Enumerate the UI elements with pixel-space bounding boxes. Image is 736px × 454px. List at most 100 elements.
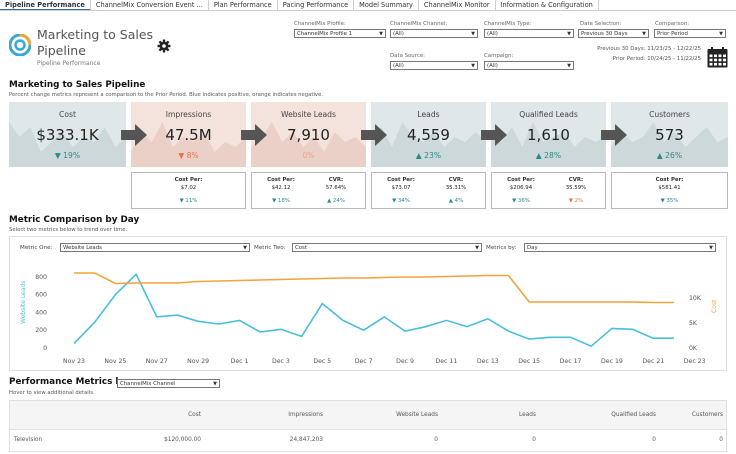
x-tick: Dec 1 [231, 358, 249, 365]
card-title: Customers [649, 110, 690, 119]
card-website-leads[interactable]: Website Leads 7,910 0% [251, 102, 366, 167]
date-label: Date Selection: [580, 21, 622, 27]
tab-6[interactable]: Information & Configuration [496, 0, 599, 10]
tab-0[interactable]: Pipeline Performance [0, 0, 91, 10]
tab-4[interactable]: Model Summary [354, 0, 419, 10]
performance-dimension-value: ChannelMix Channel [120, 381, 176, 387]
metric-two-label: Metric Two: [254, 245, 286, 251]
card-leads[interactable]: Leads 4,559 ▲ 23% [371, 102, 486, 167]
card-impressions[interactable]: Impressions 47.5M ▼ 8% [131, 102, 246, 167]
gear-icon[interactable] [157, 38, 171, 53]
card-cost[interactable]: Cost $333.1K ▼ 19% [9, 102, 126, 167]
pipeline-arrow-icon [241, 124, 267, 146]
card-title: Qualified Leads [519, 110, 578, 119]
table-header-cell: Cost [188, 412, 201, 418]
performance-dimension-select[interactable]: ChannelMix Channel ▼ [117, 379, 220, 388]
x-tick: Dec 23 [684, 358, 706, 365]
x-tick: Nov 27 [146, 358, 168, 365]
x-tick: Dec 21 [642, 358, 664, 365]
performance-note: Hover to view additional details. [9, 390, 95, 396]
pipeline-arrow-icon [121, 124, 147, 146]
cvr-label: CVR: [448, 177, 464, 183]
card-change: ▲ 28% [535, 151, 562, 160]
pipeline-arrow-icon [361, 124, 387, 146]
pipeline-arrow-icon [601, 124, 627, 146]
metric-one-select[interactable]: Website Leads ▼ [60, 243, 250, 252]
calendar-icon[interactable] [707, 47, 728, 68]
card-title: Leads [417, 110, 440, 119]
card-value: 7,910 [287, 126, 330, 144]
sparkline-area [491, 122, 606, 167]
campaign-select[interactable]: (All) ▼ [484, 61, 574, 70]
card-qualified-leads[interactable]: Qualified Leads 1,610 ▲ 28% [491, 102, 606, 167]
source-value: (All) [393, 63, 404, 69]
type-value: (All) [487, 31, 498, 37]
chevron-down-icon: ▼ [471, 31, 475, 37]
metric-box: Cost Per: $206.94 ▼ 36% CVR: 35.59% ▼ 2% [491, 172, 606, 209]
metric-one-label: Metric One: [20, 245, 53, 251]
comparison-title: Metric Comparison by Day [9, 215, 140, 225]
tab-1[interactable]: ChannelMix Conversion Event ... [91, 0, 209, 10]
chevron-down-icon: ▼ [471, 63, 475, 69]
cost-per-label: Cost Per: [507, 177, 535, 183]
channel-select[interactable]: (All) ▼ [390, 29, 478, 38]
tab-3[interactable]: Pacing Performance [278, 0, 355, 10]
table-header-cell: Website Leads [396, 412, 438, 418]
profile-select[interactable]: ChannelMix Profile 1 ▼ [294, 29, 386, 38]
cvr-change: ▲ 24% [327, 198, 345, 204]
chevron-down-icon: ▼ [709, 245, 713, 251]
prev-days-range: Previous 30 Days: 11/23/25 - 12/22/25 [597, 46, 701, 52]
metrics-by-value: Day [527, 245, 538, 251]
y-left-tick: 600 [35, 292, 47, 299]
metric-box: Cost Per: $42.12 ▼ 18% CVR: 57.64% ▲ 24% [251, 172, 366, 209]
page-subtitle: Pipeline Performance [37, 60, 101, 67]
x-tick: Nov 29 [187, 358, 209, 365]
y-left-tick: 200 [35, 327, 47, 334]
table-header-cell: Qualified Leads [611, 412, 656, 418]
y-left-tick: 400 [35, 309, 47, 316]
cost-per-change: ▼ 34% [392, 198, 410, 204]
chevron-down-icon: ▼ [567, 63, 571, 69]
y-left-axis-label: Website Leads [20, 281, 27, 324]
cvr-label: CVR: [568, 177, 584, 183]
profile-value: ChannelMix Profile 1 [297, 31, 353, 37]
x-tick: Dec 17 [560, 358, 582, 365]
cost-per-change: ▼ 36% [512, 198, 530, 204]
cost-per-label: Cost Per: [267, 177, 295, 183]
cvr-column: CVR: 35.31% ▲ 4% [431, 177, 481, 206]
series-line-website-leads [73, 272, 674, 348]
table-header-cell: Leads [519, 412, 536, 418]
tab-2[interactable]: Plan Performance [209, 0, 278, 10]
x-tick: Nov 25 [104, 358, 126, 365]
channel-label: ChannelMix Channel: [390, 21, 448, 27]
cost-per-value: $7.02 [180, 184, 197, 191]
table-cell: 0 [719, 437, 723, 443]
profile-label: ChannelMix Profile: [294, 21, 346, 27]
type-select[interactable]: (All) ▼ [484, 29, 574, 38]
cvr-change: ▼ 2% [568, 198, 584, 204]
card-title: Impressions [165, 110, 212, 119]
date-select[interactable]: Previous 30 Days ▼ [578, 29, 649, 38]
page-title-line2: Pipeline [37, 43, 86, 58]
table-cell: $120,000.00 [164, 437, 201, 443]
source-select[interactable]: (All) ▼ [390, 61, 478, 70]
metric-two-select[interactable]: Cost ▼ [292, 243, 482, 252]
tab-5[interactable]: ChannelMix Monitor [419, 0, 496, 10]
cost-per-change: ▼ 35% [660, 198, 679, 204]
x-tick: Dec 15 [518, 358, 540, 365]
metric-box: Cost Per: $73.07 ▼ 34% CVR: 35.31% ▲ 4% [371, 172, 486, 209]
x-tick: Dec 11 [435, 358, 457, 365]
cost-per-value: $206.94 [509, 184, 533, 191]
metrics-by-select[interactable]: Day ▼ [524, 243, 716, 252]
performance-table-row-bg [9, 430, 727, 452]
table-cell: 24,847,203 [289, 437, 323, 443]
comparison-select[interactable]: Prior Period ▼ [654, 29, 726, 38]
brand-logo [8, 33, 32, 57]
pipeline-arrow-icon [481, 124, 507, 146]
sparkline-area [251, 122, 366, 167]
chevron-down-icon: ▼ [719, 31, 723, 37]
x-tick: Dec 3 [272, 358, 290, 365]
card-customers[interactable]: Customers 573 ▲ 26% [611, 102, 728, 167]
table-header-cell: Customers [691, 412, 723, 418]
pipeline-note: Percent change metrics represent a compa… [9, 92, 324, 98]
